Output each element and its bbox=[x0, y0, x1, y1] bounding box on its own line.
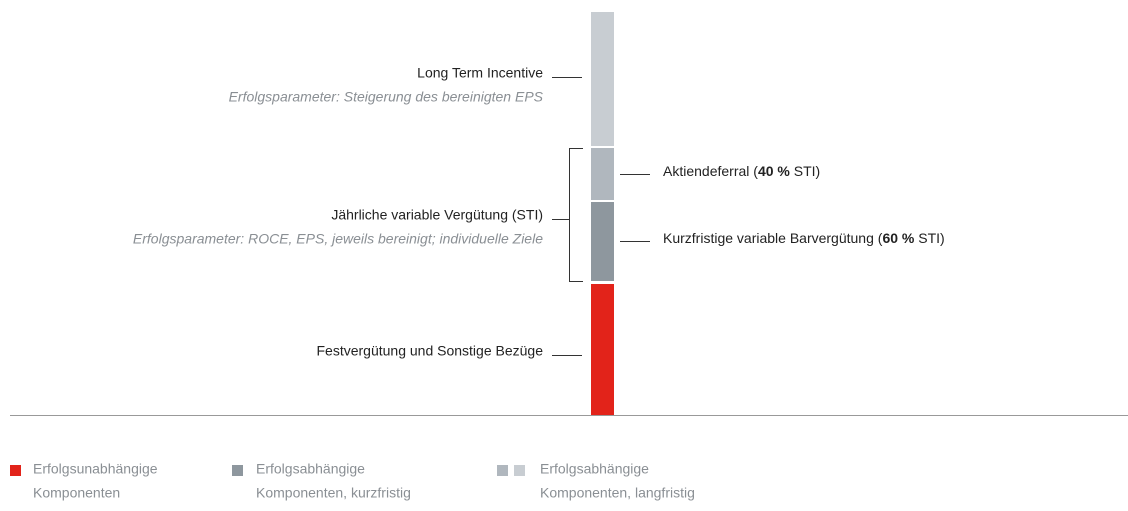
cash-label: Kurzfristige variable Barvergütung (60 %… bbox=[663, 230, 945, 246]
legend-text: Erfolgsabhängige bbox=[540, 461, 649, 477]
bracket bbox=[569, 148, 583, 282]
lti-subtitle: Erfolgsparameter: Steigerung des bereini… bbox=[229, 89, 544, 105]
legend-text: Erfolgsabhängige bbox=[256, 461, 365, 477]
deferral-segment bbox=[591, 148, 614, 200]
lti-segment bbox=[591, 12, 614, 146]
legend-text: Komponenten bbox=[33, 485, 120, 501]
sti-subtitle: Erfolgsparameter: ROCE, EPS, jeweils ber… bbox=[133, 231, 543, 247]
legend-swatch bbox=[10, 465, 21, 476]
deferral-label: Aktiendeferral (40 % STI) bbox=[663, 163, 820, 179]
cash-segment bbox=[591, 202, 614, 281]
fixed-segment bbox=[591, 284, 614, 415]
fixed-title: Festvergütung und Sonstige Bezüge bbox=[317, 343, 544, 359]
legend-swatch bbox=[514, 465, 525, 476]
sti-title: Jährliche variable Vergütung (STI) bbox=[331, 207, 543, 223]
legend-swatch bbox=[497, 465, 508, 476]
legend-swatch bbox=[232, 465, 243, 476]
legend-text: Erfolgsunabhängige bbox=[33, 461, 158, 477]
legend-text: Komponenten, langfristig bbox=[540, 485, 695, 501]
lti-title: Long Term Incentive bbox=[417, 65, 543, 81]
legend-text: Komponenten, kurzfristig bbox=[256, 485, 411, 501]
